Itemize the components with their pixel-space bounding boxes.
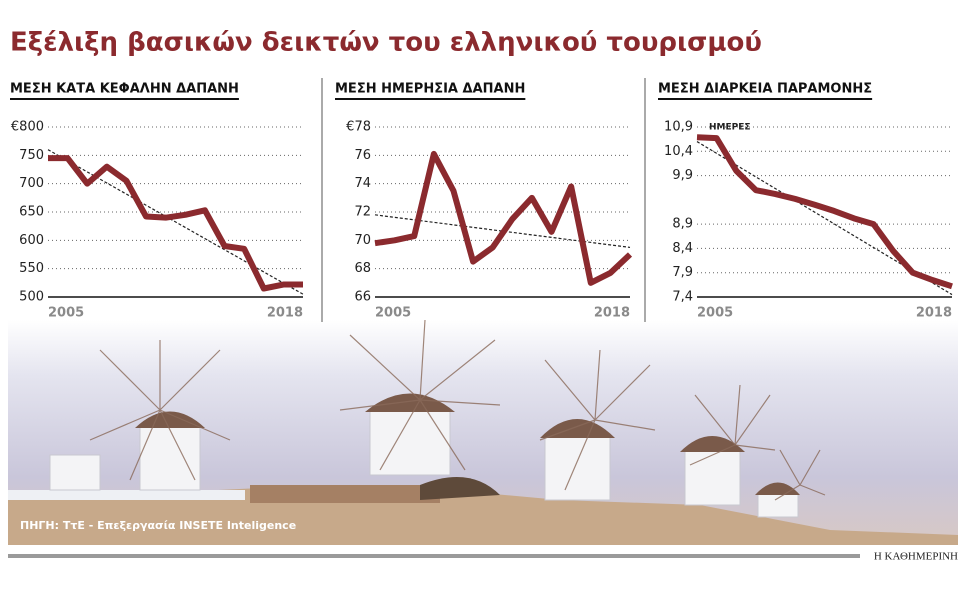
y-tick-label: 700 — [19, 176, 44, 191]
y-tick-label: 70 — [354, 233, 371, 248]
y-tick-label: €78 — [346, 120, 371, 135]
x-tick-label: 2018 — [267, 306, 303, 321]
y-tick-label: 72 — [354, 205, 371, 220]
y-tick-label: 600 — [19, 233, 44, 248]
y-tick-label: 750 — [19, 148, 44, 163]
data-line — [48, 155, 303, 292]
y-tick-label: 66 — [354, 290, 371, 305]
y-tick-label: €800 — [11, 120, 44, 135]
y-tick-label: 76 — [354, 148, 371, 163]
y-tick-label: 500 — [19, 290, 44, 305]
data-line — [696, 134, 953, 290]
y-tick-label: 68 — [354, 261, 371, 276]
publisher: Η ΚΑΘΗΜΕΡΙΝΗ — [874, 551, 958, 563]
unit-annotation: ΗΜΕΡΕΣ — [709, 123, 751, 133]
x-tick-label: 2005 — [375, 306, 411, 321]
y-tick-label: 8,9 — [672, 217, 693, 232]
y-tick-label: 8,4 — [672, 241, 693, 256]
y-tick-label: 9,9 — [672, 168, 693, 183]
y-tick-label: 7,9 — [672, 265, 693, 280]
y-tick-label: 550 — [19, 261, 44, 276]
chart-subtitle: ΜΕΣΗ ΗΜΕΡΗΣΙΑ ΔΑΠΑΝΗ — [335, 82, 525, 97]
y-tick-label: 7,4 — [672, 290, 693, 305]
trend-line — [47, 149, 304, 295]
x-tick-label: 2005 — [48, 306, 84, 321]
y-tick-label: 10,4 — [664, 144, 693, 159]
y-tick-label: 650 — [19, 205, 44, 220]
chart-subtitle: ΜΕΣΗ ΔΙΑΡΚΕΙΑ ΠΑΡΑΜΟΝΗΣ — [658, 82, 872, 97]
y-tick-label: 10,9 — [664, 120, 693, 135]
x-tick-label: 2018 — [594, 306, 630, 321]
photo-backdrop — [8, 319, 958, 545]
title: Εξέλιξη βασικών δεικτών του ελληνικού το… — [10, 28, 762, 58]
data-line — [374, 150, 633, 286]
x-tick-label: 2005 — [697, 306, 733, 321]
x-tick-label: 2018 — [916, 306, 952, 321]
y-tick-label: 74 — [354, 176, 371, 191]
source-note: ΠΗΓΗ: ΤτΕ - Επεξεργασία INSETE Inteligen… — [20, 519, 296, 532]
chart-subtitle: ΜΕΣΗ ΚΑΤΑ ΚΕΦΑΛΗΝ ΔΑΠΑΝΗ — [10, 82, 239, 97]
